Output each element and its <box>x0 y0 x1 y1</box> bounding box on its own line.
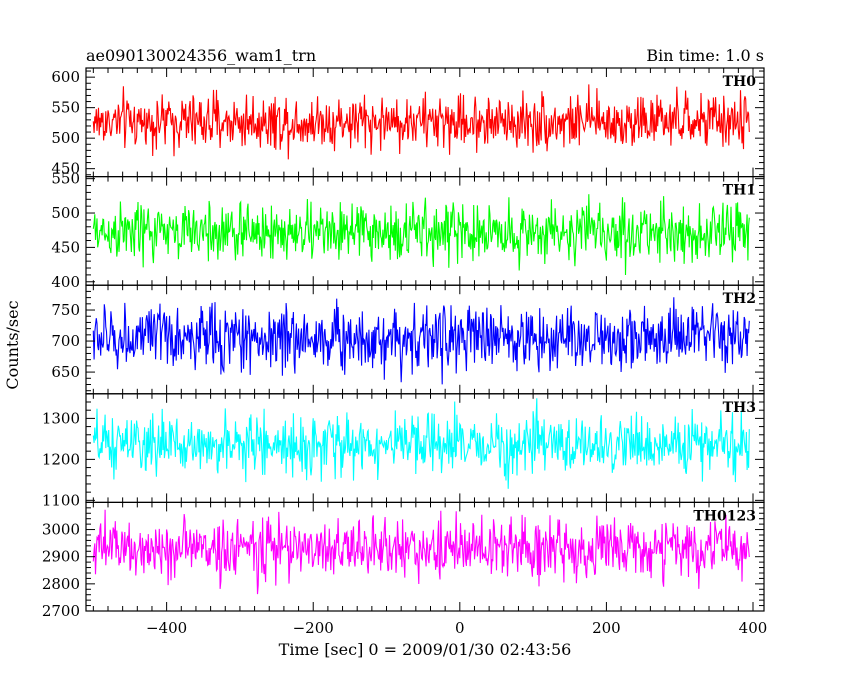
panel-th0: 450 500 550 600 TH0 <box>51 67 765 178</box>
y-tick-label: 1200 <box>42 450 80 468</box>
x-axis-label: Time [sec] 0 = 2009/01/30 02:43:56 <box>279 640 572 659</box>
series-line-th2 <box>92 297 750 385</box>
y-tick-label: 550 <box>51 170 80 188</box>
y-tick-label: 550 <box>51 99 80 117</box>
x-tick-label: 200 <box>592 619 621 637</box>
panel-th0123: 2700 2800 2900 3000 TH0123 <box>42 501 765 620</box>
panel-label-th0: TH0 <box>723 74 757 90</box>
series-line-th3 <box>92 398 750 489</box>
y-tick-label: 1300 <box>42 409 80 427</box>
bin-time-label: Bin time: 1.0 s <box>646 46 764 65</box>
y-tick-label: 750 <box>51 301 80 319</box>
y-tick-label: 1100 <box>42 491 80 509</box>
y-tick-label: 3000 <box>42 521 80 539</box>
panel-label-th2: TH2 <box>723 291 756 307</box>
x-tick-label: 400 <box>739 619 768 637</box>
y-tick-label: 500 <box>51 129 80 147</box>
y-tick-label: 2800 <box>42 575 80 593</box>
chart-title: ae090130024356_wam1_trn <box>86 46 316 65</box>
panel-th2: 650 700 750 TH2 <box>51 284 765 395</box>
x-tick-label: −400 <box>146 619 187 637</box>
y-tick-label: 2900 <box>42 548 80 566</box>
y-tick-label: 2700 <box>42 602 80 620</box>
x-tick-label: −200 <box>293 619 334 637</box>
panels-group: 450 500 550 600 TH0 400 450 500 550 TH1 650 700 750 T… <box>42 67 768 637</box>
y-tick-label: 450 <box>51 238 80 256</box>
panel-th3: 1100 1200 1300 TH3 <box>42 393 765 509</box>
y-tick-label: 500 <box>51 204 80 222</box>
y-tick-label: 700 <box>51 332 80 350</box>
panel-label-th3: TH3 <box>723 400 756 416</box>
y-tick-label: 600 <box>51 68 80 86</box>
panel-th1: 400 450 500 550 TH1 <box>51 170 765 291</box>
panel-label-th1: TH1 <box>723 183 756 199</box>
series-line-th1 <box>92 194 750 276</box>
panel-label-th0123: TH0123 <box>693 508 756 524</box>
y-tick-label: 400 <box>51 273 80 291</box>
y-axis-label: Counts/sec <box>3 300 22 389</box>
series-line-th0 <box>92 84 750 160</box>
y-tick-label: 650 <box>51 363 80 381</box>
series-line-th0123 <box>92 509 750 595</box>
y-tick-label: 450 <box>51 160 80 178</box>
x-tick-label: 0 <box>455 619 465 637</box>
